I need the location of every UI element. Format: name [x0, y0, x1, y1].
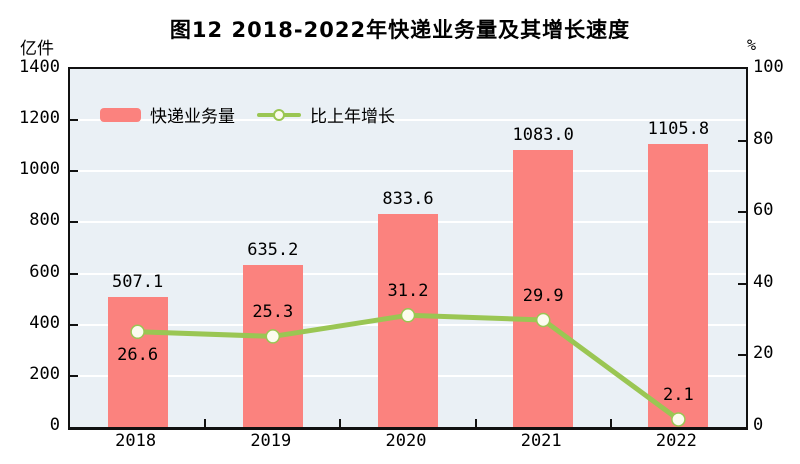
left-axis-tick: 1200: [19, 108, 60, 129]
bar-value-label: 635.2: [247, 239, 299, 260]
right-axis-tick: 80: [753, 128, 774, 149]
right-axis-tick: 20: [753, 343, 774, 364]
legend-label-bar: 快递业务量: [150, 107, 235, 127]
bar-value-label: 1083.0: [512, 125, 574, 146]
line-value-label: 25.3: [252, 302, 294, 323]
line-value-label: 31.2: [387, 281, 429, 302]
legend-label-line: 比上年增长: [310, 107, 395, 127]
line-marker: [535, 312, 551, 328]
x-axis-category: 2019: [250, 431, 292, 451]
growth-line: [137, 312, 680, 422]
right-tick-mark: [738, 282, 746, 285]
left-tick-mark: [70, 221, 78, 224]
bar-value-label: 833.6: [382, 188, 434, 209]
x-axis-category: 2020: [385, 431, 427, 451]
line-value-label: 2.1: [663, 385, 694, 406]
bar: [648, 144, 709, 427]
x-axis-category: 2021: [520, 431, 562, 451]
right-axis-tick: 100: [753, 57, 784, 77]
plot-area: 507.1 635.2 833.6 1083.0 1105.8 26.6 25.3 31.2 2…: [68, 67, 748, 430]
left-axis-tick: 800: [29, 210, 60, 231]
left-axis-tick: 200: [29, 363, 60, 384]
bar-swatch-icon: [100, 107, 141, 122]
left-tick-mark: [70, 119, 78, 122]
bar: [107, 297, 168, 427]
x-tick-mark: [609, 419, 612, 427]
left-axis-tick: 600: [29, 261, 60, 282]
legend-item-line: 比上年增长: [257, 102, 395, 127]
x-tick-mark: [474, 419, 477, 427]
left-axis-tick: 0: [49, 415, 60, 435]
left-tick-mark: [70, 323, 78, 326]
right-tick-mark: [738, 354, 746, 357]
line-value-label: 29.9: [522, 285, 564, 306]
right-axis-unit: %: [747, 36, 757, 54]
bar: [242, 264, 303, 427]
line-circle-icon: [273, 108, 285, 121]
left-tick-mark: [70, 170, 78, 173]
gridline: [70, 119, 746, 122]
x-tick-mark: [204, 419, 207, 427]
x-axis-category: 2018: [115, 431, 157, 451]
chart-title: 图12 2018-2022年快递业务量及其增长速度: [169, 18, 631, 42]
right-axis-tick: 0: [753, 415, 764, 435]
right-tick-mark: [738, 139, 746, 142]
line-marker: [400, 308, 416, 323]
gridline: [70, 170, 746, 173]
line-marker: [265, 329, 281, 344]
legend-item-bar: 快递业务量: [100, 102, 235, 127]
left-tick-mark: [70, 374, 78, 377]
left-axis-tick: 400: [29, 312, 60, 333]
left-axis-unit: 亿件: [20, 39, 54, 59]
x-tick-mark: [339, 419, 342, 427]
left-axis-tick: 1000: [19, 159, 60, 180]
bar-value-label: 507.1: [112, 272, 164, 293]
left-axis-tick: 1400: [19, 57, 60, 77]
legend: 快递业务量 比上年增长: [100, 102, 395, 127]
right-axis-tick: 60: [753, 200, 774, 221]
bar: [513, 150, 574, 427]
bar-value-label: 1105.8: [647, 119, 710, 140]
right-axis-tick: 40: [753, 271, 774, 292]
line-marker-icon: [257, 108, 301, 122]
x-axis-category: 2022: [655, 431, 697, 451]
line-marker: [130, 324, 145, 340]
line-value-label: 26.6: [117, 344, 159, 365]
line-marker: [671, 412, 686, 427]
line-series: [130, 308, 686, 427]
left-tick-mark: [70, 272, 78, 275]
right-tick-mark: [738, 211, 746, 214]
